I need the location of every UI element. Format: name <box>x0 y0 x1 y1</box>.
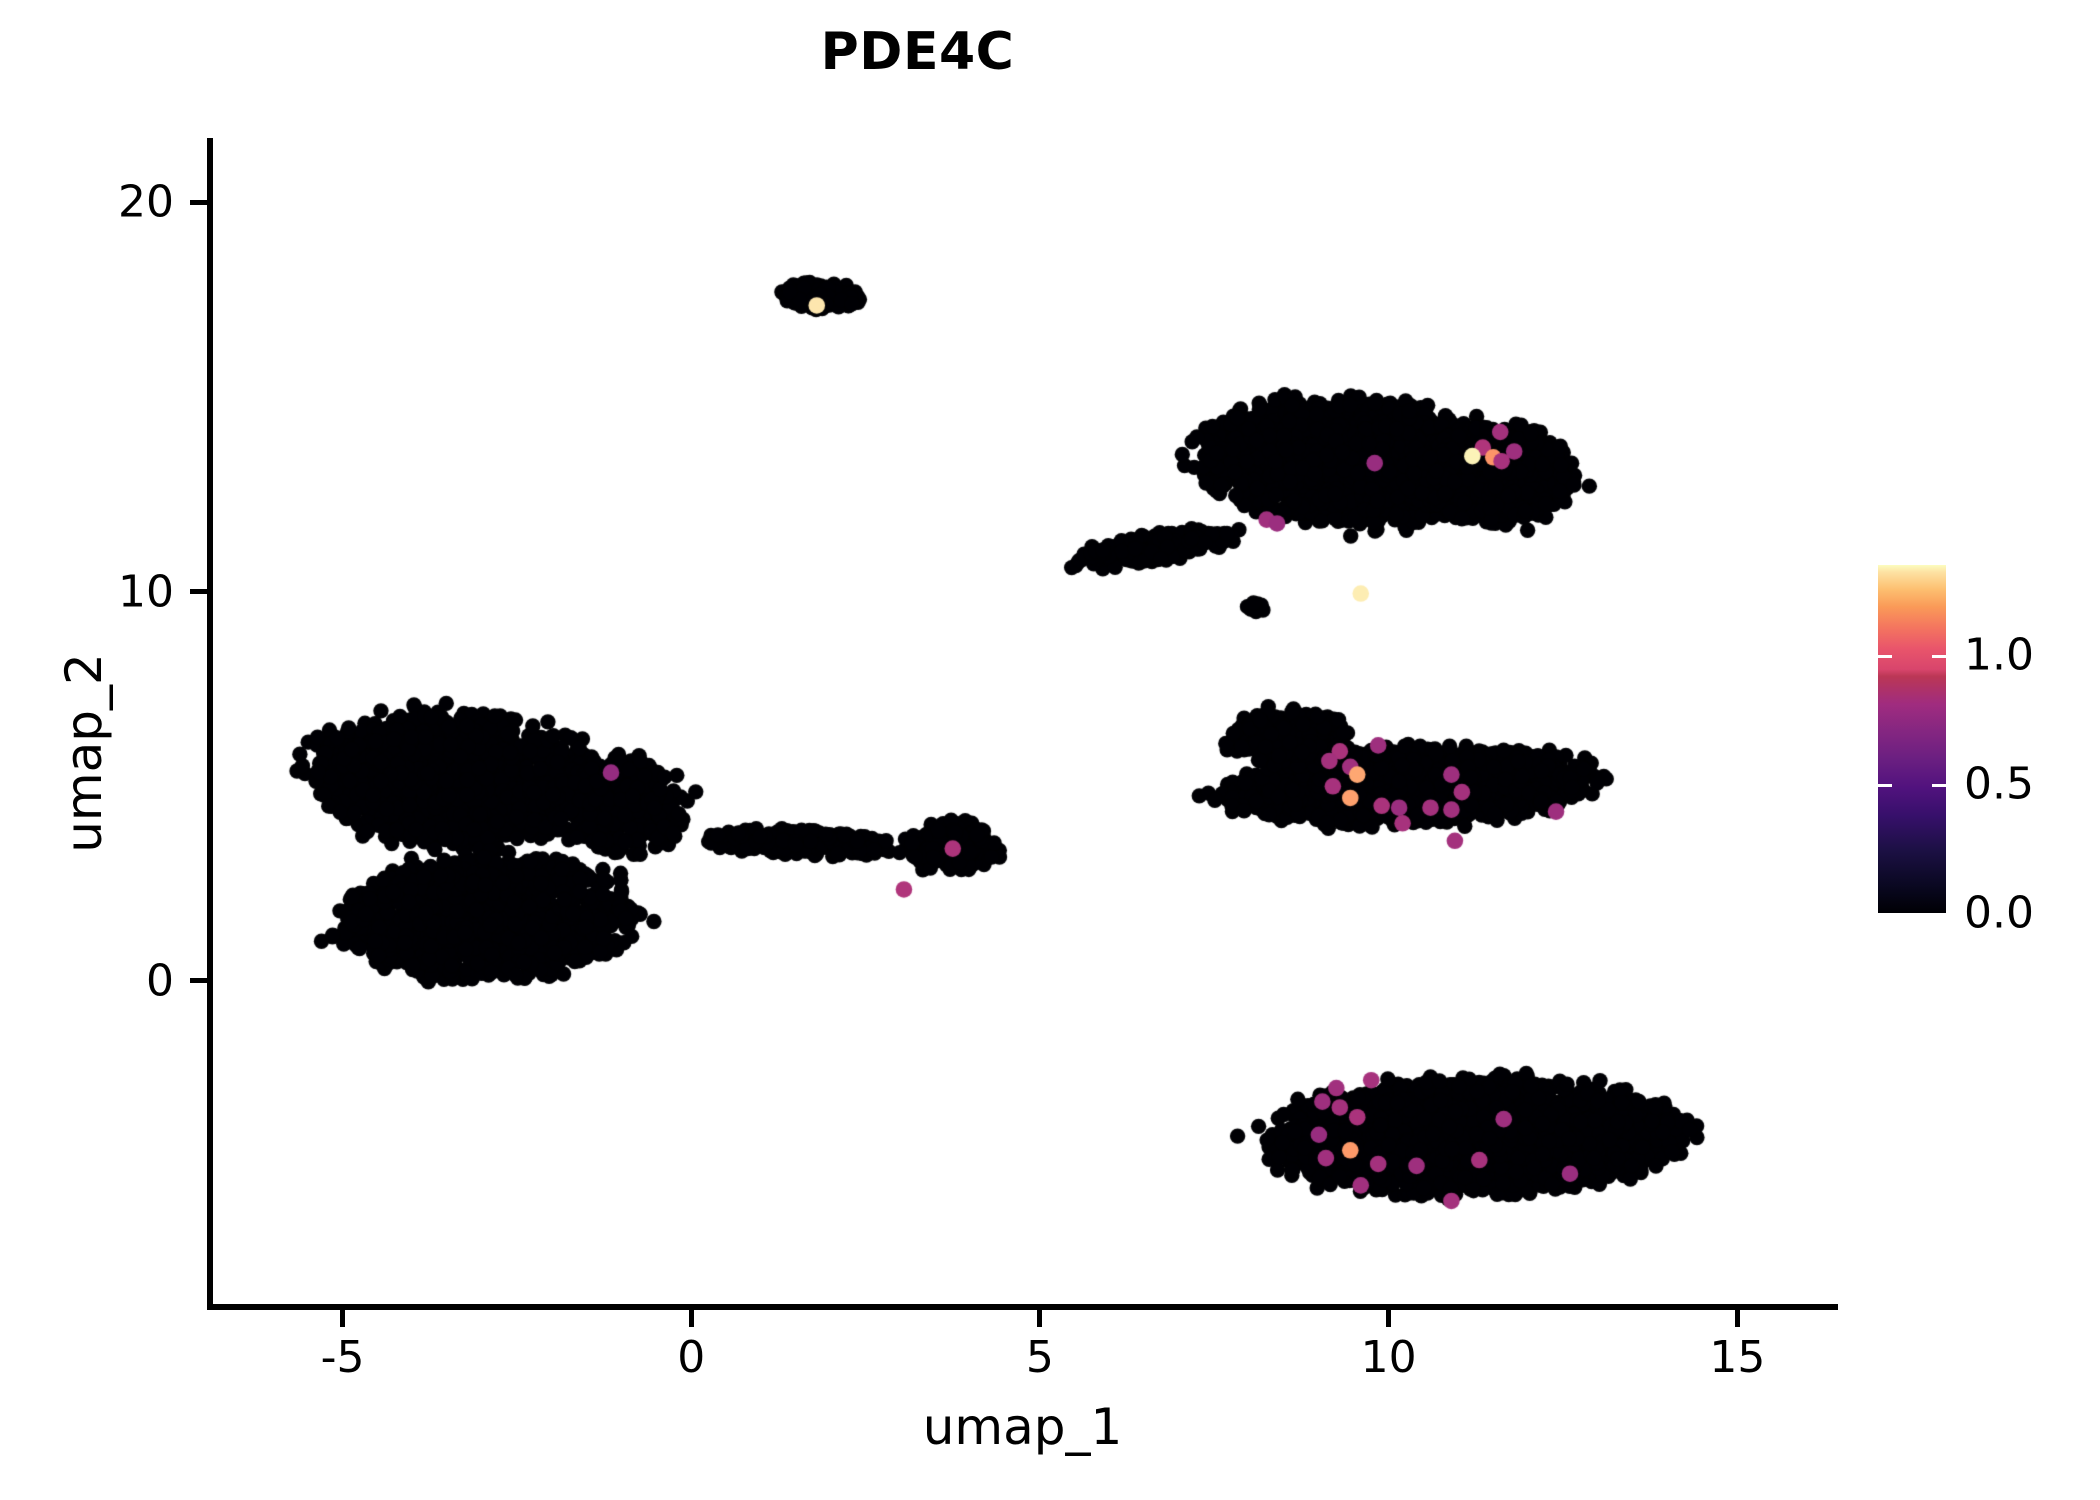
y-axis-label: umap_2 <box>55 653 113 853</box>
y-axis-spine <box>207 138 213 1310</box>
colorbar-tick-label: 0.5 <box>1964 758 2034 810</box>
x-tick-label: -5 <box>320 1332 365 1383</box>
y-tick-label: 0 <box>146 955 174 1007</box>
x-tick-label: 0 <box>677 1332 706 1383</box>
colorbar: 0.0 0.5 1.0 <box>1878 565 2088 939</box>
y-tick-mark <box>190 589 207 595</box>
page-title: PDE4C <box>820 22 1015 82</box>
x-tick-label: 5 <box>1025 1332 1054 1383</box>
colorbar-tick-mark <box>1932 655 1946 659</box>
colorbar-tick-label: 0.0 <box>1964 887 2034 939</box>
x-axis-spine <box>207 1304 1838 1310</box>
colorbar-tick-mark <box>1878 784 1892 788</box>
y-tick-label: 20 <box>118 176 174 228</box>
x-tick-label: 15 <box>1709 1332 1766 1383</box>
scatter-canvas <box>210 140 1835 1308</box>
x-tick-mark <box>1037 1310 1043 1327</box>
x-tick-mark <box>1386 1310 1392 1327</box>
y-tick-mark <box>190 978 207 984</box>
colorbar-tick-mark <box>1878 655 1892 659</box>
colorbar-gradient <box>1878 565 1946 913</box>
x-tick-mark <box>340 1310 345 1327</box>
x-axis-label: umap_1 <box>922 1398 1123 1456</box>
x-tick-label: 10 <box>1360 1332 1417 1383</box>
x-tick-mark <box>1734 1310 1740 1327</box>
colorbar-tick-label: 1.0 <box>1964 629 2034 681</box>
colorbar-tick-mark <box>1932 784 1946 788</box>
x-tick-mark <box>688 1310 694 1327</box>
y-tick-label: 10 <box>118 566 174 618</box>
y-tick-mark <box>190 199 207 205</box>
plot-area <box>210 140 1835 1308</box>
